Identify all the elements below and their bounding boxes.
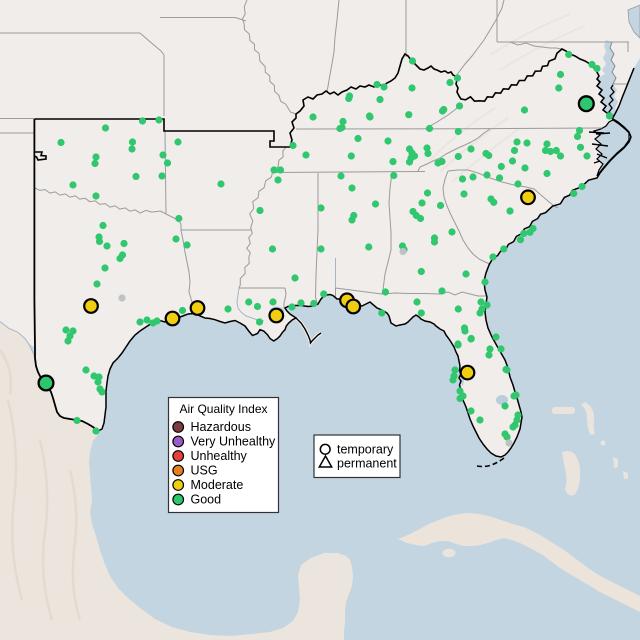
svg-text:Good: Good xyxy=(191,493,222,507)
svg-text:permanent: permanent xyxy=(337,457,397,471)
svg-text:temporary: temporary xyxy=(337,443,394,457)
svg-text:Hazardous: Hazardous xyxy=(191,420,251,434)
svg-text:Very Unhealthy: Very Unhealthy xyxy=(191,435,277,449)
svg-text:Unhealthy: Unhealthy xyxy=(191,449,248,463)
svg-text:USG: USG xyxy=(191,464,218,478)
svg-text:Air Quality Index: Air Quality Index xyxy=(179,402,267,416)
svg-text:Moderate: Moderate xyxy=(191,478,244,492)
